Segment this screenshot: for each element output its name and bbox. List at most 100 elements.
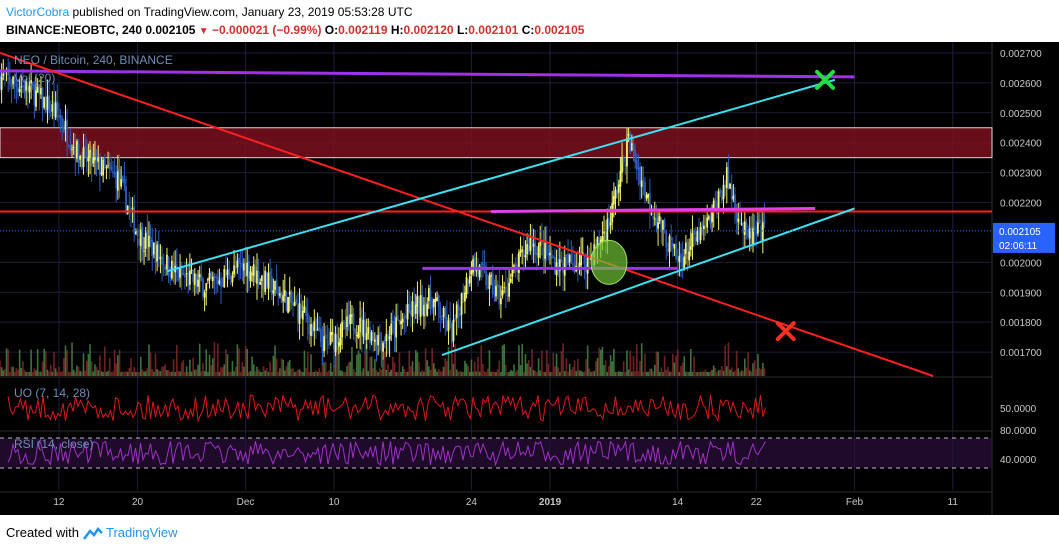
candle-body <box>619 170 622 187</box>
published-text: published on TradingView.com, January 23… <box>72 5 413 19</box>
candle-body <box>357 332 360 338</box>
volume-bar <box>221 367 224 376</box>
volume-bar <box>110 371 113 376</box>
candle-body <box>112 171 114 173</box>
candle-body <box>539 241 542 247</box>
candle-body <box>730 185 733 200</box>
volume-bar <box>447 346 450 376</box>
candle-body <box>742 222 745 234</box>
volume-bar <box>164 364 167 376</box>
volume-bar <box>460 371 463 376</box>
volume-bar <box>475 371 478 376</box>
volume-bar <box>737 368 740 376</box>
candle-body <box>504 286 507 294</box>
candle-body <box>316 329 319 331</box>
candles <box>0 58 766 368</box>
volume-bar <box>395 371 397 376</box>
candle-body <box>542 247 545 261</box>
volume-bar <box>74 371 77 376</box>
volume-bar <box>650 368 653 376</box>
tradingview-brand-link[interactable]: TradingView <box>106 525 178 540</box>
volume-bar <box>10 366 13 376</box>
candle-body <box>696 230 699 242</box>
candle-body <box>185 273 188 275</box>
candle-body <box>521 249 524 252</box>
candle-body <box>149 237 152 242</box>
volume-bar <box>446 360 448 376</box>
candle-body <box>693 230 695 235</box>
volume-bar <box>36 349 39 376</box>
date-tick-label: 20 <box>132 497 144 508</box>
candle-body <box>23 85 26 93</box>
volume-bar <box>583 371 586 376</box>
volume-bar <box>13 371 16 376</box>
candle-body <box>351 314 353 317</box>
candle-body <box>583 253 586 265</box>
author-link[interactable]: VictorCobra <box>6 5 70 19</box>
volume-bar <box>105 371 108 376</box>
volume-bar <box>372 368 375 376</box>
chart-canvas[interactable]: 0.002700 0.002600 0.002500 0.002400 0.002300… <box>0 42 1059 515</box>
volume-bar <box>511 370 514 376</box>
volume-bar <box>246 348 248 376</box>
uo-pane-title: UO (7, 14, 28) <box>14 386 90 400</box>
stop-x-icon <box>775 321 796 342</box>
volume-bar <box>655 351 658 376</box>
candle-body <box>545 241 548 256</box>
candle-body <box>529 238 532 251</box>
candle-body <box>663 219 666 228</box>
volume-bar <box>356 354 358 376</box>
volume-bar <box>187 371 190 376</box>
volume-bar <box>608 366 610 376</box>
volume-bar <box>635 344 638 376</box>
candle-body <box>414 304 417 314</box>
volume-bar <box>572 366 574 376</box>
volume-bar <box>87 353 90 376</box>
candle-body <box>519 251 522 253</box>
candle-body <box>308 324 311 335</box>
volume-bar <box>352 369 355 376</box>
candle-body <box>493 293 496 295</box>
candle-body <box>750 226 753 244</box>
candle-body <box>167 256 170 275</box>
volume-bar <box>139 356 142 376</box>
volume-bar <box>518 345 520 376</box>
volume-bar <box>727 342 730 376</box>
candle-body <box>213 276 216 278</box>
candle-body <box>739 219 741 222</box>
candle-body <box>120 178 123 187</box>
date-tick-label: Dec <box>237 497 255 508</box>
volume-bar <box>501 345 504 376</box>
candle-body <box>33 84 36 106</box>
candle-body <box>488 275 491 289</box>
candle-body <box>747 229 749 237</box>
volume-bar <box>207 371 209 376</box>
candle-body <box>130 207 132 210</box>
low-label: L: <box>456 23 469 37</box>
candle-body <box>650 213 653 215</box>
volume-bar <box>100 371 103 376</box>
volume-bar <box>750 371 753 376</box>
volume-bar <box>193 369 196 376</box>
candle-body <box>341 321 344 338</box>
candle-body <box>275 279 278 287</box>
candle-body <box>719 189 722 194</box>
volume-bar <box>79 371 82 376</box>
volume-bar <box>365 344 368 376</box>
volume-bar <box>81 371 83 376</box>
volume-bar <box>120 371 122 376</box>
candle-body <box>226 269 229 276</box>
volume-bar <box>622 361 625 376</box>
candle-body <box>536 252 538 256</box>
volume-bar <box>526 363 528 376</box>
candle-body <box>128 206 131 208</box>
candle-body <box>588 258 591 260</box>
volume-bar <box>292 368 294 376</box>
volume-bar <box>20 367 23 376</box>
candle-body <box>612 196 615 205</box>
volume-bar <box>310 354 312 376</box>
candle-body <box>480 264 483 266</box>
volume-bar <box>509 370 512 376</box>
volume-bar <box>704 369 707 376</box>
candle-body <box>30 80 33 84</box>
